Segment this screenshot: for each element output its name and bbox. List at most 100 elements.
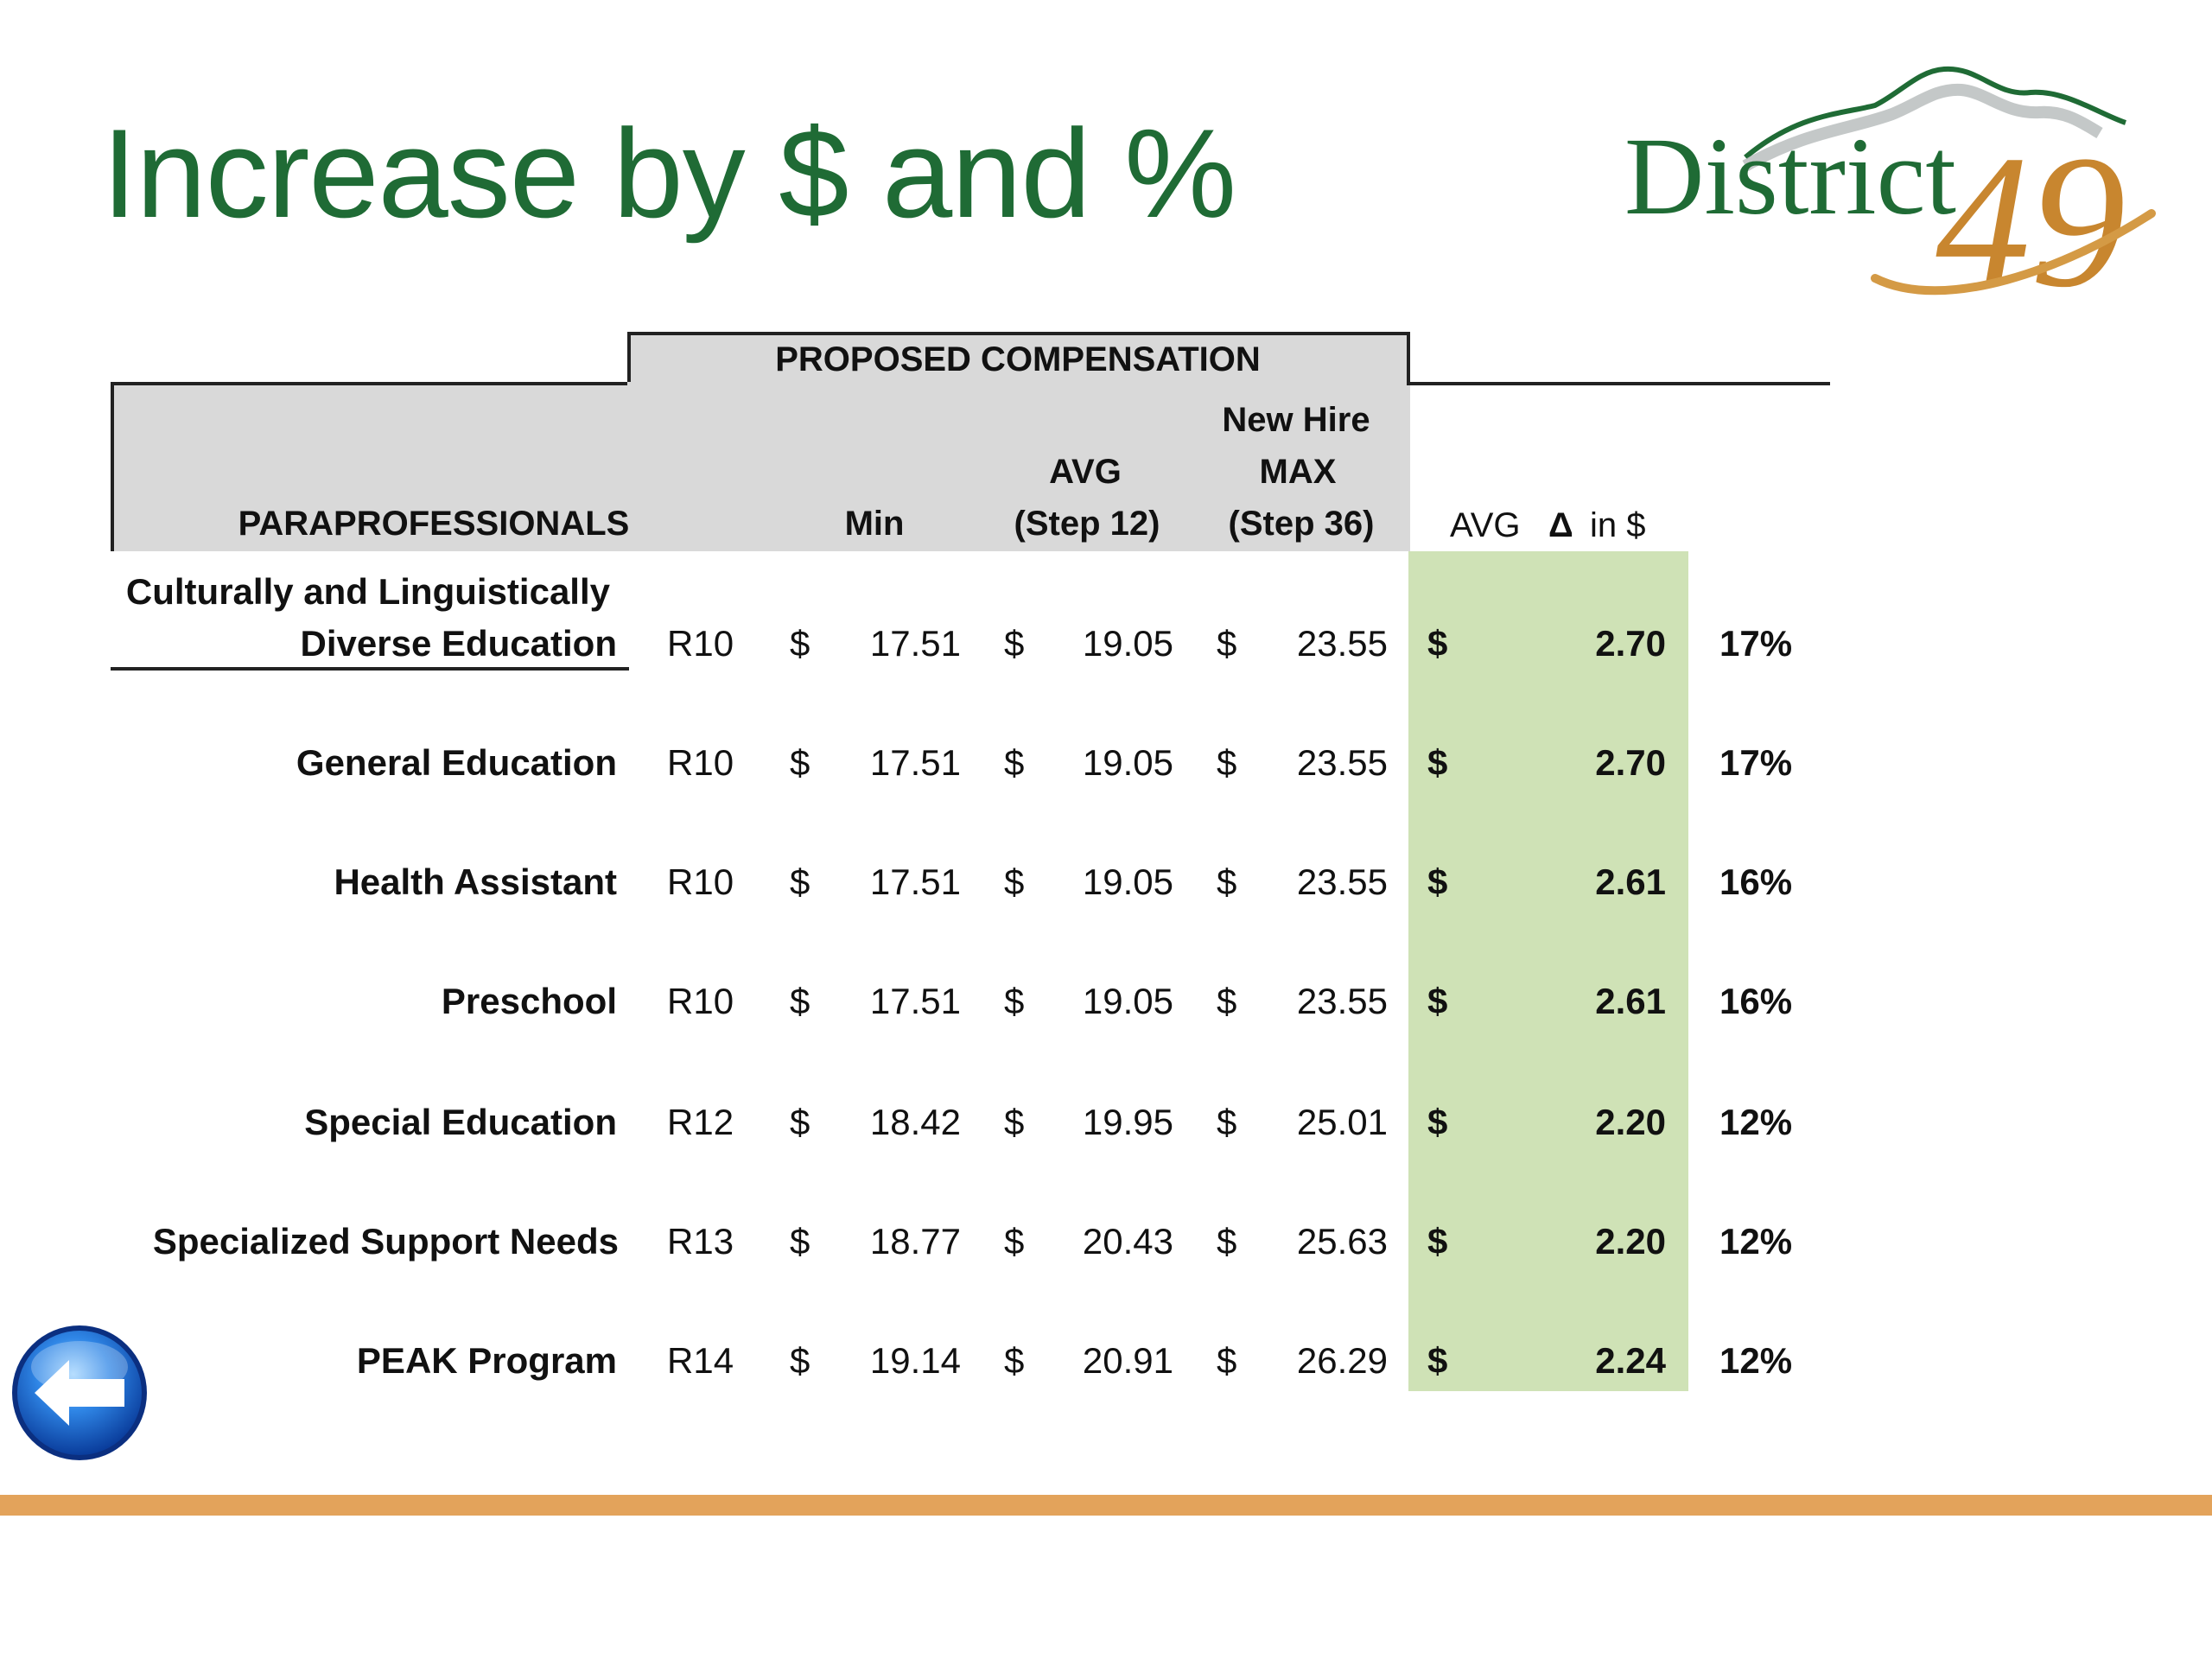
row-avg: 20.43 [1082, 1221, 1173, 1262]
row-pct: 17% [1719, 623, 1793, 664]
currency-symbol: $ [1217, 1340, 1237, 1381]
group-header-tab [627, 332, 1410, 385]
delta-icon: Δ [1548, 506, 1573, 544]
row-min: 19.14 [869, 1340, 961, 1381]
bottom-accent-bar [0, 1495, 2212, 1516]
row-delta: 2.61 [1595, 981, 1666, 1021]
row-name: PEAK Program [356, 1340, 617, 1381]
currency-symbol: $ [1004, 981, 1025, 1021]
currency-symbol: $ [1427, 981, 1448, 1021]
col-header-avg: AVG [1049, 453, 1122, 491]
arrow-left-icon [12, 1325, 147, 1460]
col-header-delta-unit: in $ [1590, 506, 1646, 544]
col-header-avg-delta: AVG [1450, 506, 1521, 544]
row-delta: 2.24 [1595, 1340, 1666, 1381]
col-header-newhire: New Hire [1222, 401, 1370, 439]
row-min: 17.51 [869, 742, 961, 783]
row-delta: 2.20 [1595, 1102, 1666, 1142]
currency-symbol: $ [1004, 1221, 1025, 1262]
logo-text: District [1624, 115, 1956, 238]
col-header-max: MAX [1259, 453, 1337, 491]
currency-symbol: $ [790, 981, 810, 1021]
slide-title: Increase by $ and % [102, 103, 1236, 244]
row-name-line2: Diverse Education [300, 623, 617, 664]
row-avg: 19.95 [1082, 1102, 1173, 1142]
currency-symbol: $ [1427, 1102, 1448, 1142]
row-name: General Education [296, 742, 617, 783]
row-name: Special Education [304, 1102, 617, 1142]
currency-symbol: $ [1427, 861, 1448, 902]
row-name: Health Assistant [334, 861, 617, 902]
header-rule [1407, 382, 1830, 385]
row-range: R13 [667, 1221, 734, 1262]
row-range: R10 [667, 861, 734, 902]
currency-symbol: $ [1004, 1340, 1025, 1381]
currency-symbol: $ [1217, 1221, 1237, 1262]
row-min: 17.51 [869, 623, 961, 664]
currency-symbol: $ [790, 1102, 810, 1142]
row-name: Specialized Support Needs [152, 1221, 619, 1262]
row-min: 17.51 [869, 981, 961, 1021]
row-max: 23.55 [1296, 981, 1388, 1021]
currency-symbol: $ [1004, 1102, 1025, 1142]
back-button[interactable] [9, 1322, 150, 1464]
group-header-label: PROPOSED COMPENSATION [775, 340, 1261, 378]
row-max: 23.55 [1296, 623, 1388, 664]
row-range: R10 [667, 742, 734, 783]
col-header-max-step: (Step 36) [1228, 505, 1375, 543]
col-header-avg-step: (Step 12) [1014, 505, 1160, 543]
currency-symbol: $ [1427, 1221, 1448, 1262]
currency-symbol: $ [1217, 861, 1237, 902]
row-name-underline [111, 667, 629, 671]
currency-symbol: $ [790, 1221, 810, 1262]
col-header-category: PARAPROFESSIONALS [238, 505, 630, 543]
row-pct: 17% [1719, 742, 1793, 783]
currency-symbol: $ [1004, 623, 1025, 664]
row-pct: 12% [1719, 1102, 1793, 1142]
row-max: 25.01 [1296, 1102, 1388, 1142]
currency-symbol: $ [790, 861, 810, 902]
row-range: R10 [667, 623, 734, 664]
currency-symbol: $ [1217, 623, 1237, 664]
district-49-logo: District 49 [1616, 54, 2169, 330]
currency-symbol: $ [1217, 742, 1237, 783]
row-delta: 2.70 [1595, 742, 1666, 783]
row-avg: 19.05 [1082, 861, 1173, 902]
row-range: R14 [667, 1340, 734, 1381]
row-avg: 19.05 [1082, 981, 1173, 1021]
row-delta: 2.70 [1595, 623, 1666, 664]
row-max: 26.29 [1296, 1340, 1388, 1381]
currency-symbol: $ [790, 1340, 810, 1381]
currency-symbol: $ [1427, 1340, 1448, 1381]
row-max: 23.55 [1296, 742, 1388, 783]
row-name-line1: Culturally and Linguistically [125, 571, 610, 612]
delta-highlight-column [1408, 551, 1688, 1391]
row-delta: 2.61 [1595, 861, 1666, 902]
currency-symbol: $ [1004, 861, 1025, 902]
row-min: 18.42 [869, 1102, 961, 1142]
currency-symbol: $ [790, 742, 810, 783]
row-pct: 12% [1719, 1221, 1793, 1262]
currency-symbol: $ [1004, 742, 1025, 783]
currency-symbol: $ [790, 623, 810, 664]
row-pct: 16% [1719, 861, 1793, 902]
currency-symbol: $ [1217, 1102, 1237, 1142]
row-avg: 19.05 [1082, 623, 1173, 664]
logo-number: 49 [1936, 116, 2126, 327]
row-pct: 16% [1719, 981, 1793, 1021]
row-name: Preschool [441, 981, 617, 1021]
currency-symbol: $ [1217, 981, 1237, 1021]
row-delta: 2.20 [1595, 1221, 1666, 1262]
row-pct: 12% [1719, 1340, 1793, 1381]
currency-symbol: $ [1427, 742, 1448, 783]
row-range: R10 [667, 981, 734, 1021]
row-min: 17.51 [869, 861, 961, 902]
currency-symbol: $ [1427, 623, 1448, 664]
col-header-min: Min [844, 505, 905, 543]
row-avg: 20.91 [1082, 1340, 1173, 1381]
row-avg: 19.05 [1082, 742, 1173, 783]
row-max: 23.55 [1296, 861, 1388, 902]
row-min: 18.77 [869, 1221, 961, 1262]
header-values-cell [627, 382, 1410, 551]
header-category-cell [111, 382, 631, 551]
